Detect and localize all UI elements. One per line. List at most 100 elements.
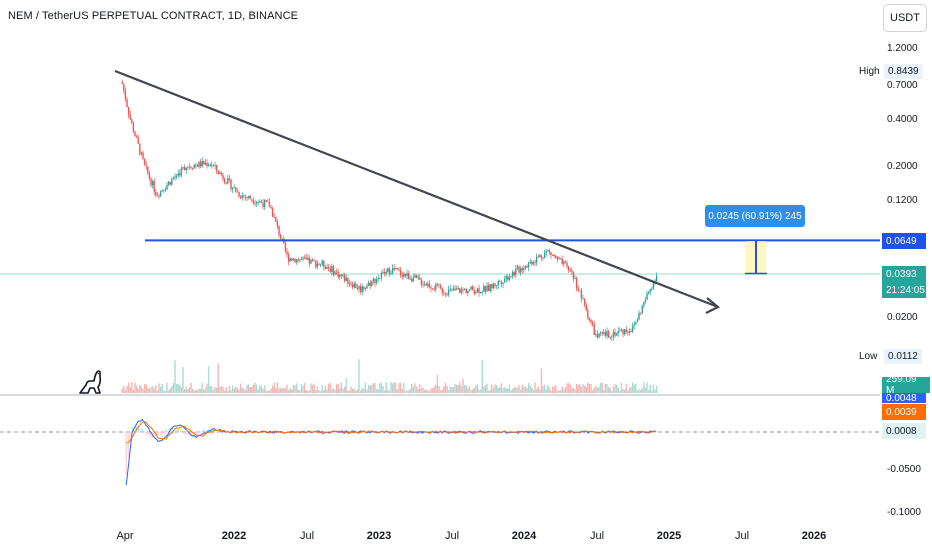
volume-bar [153, 388, 155, 393]
candle-body [441, 287, 443, 293]
candle-body [443, 292, 445, 294]
candle-body [334, 271, 336, 275]
candle-body [457, 288, 459, 290]
volume-bar [383, 390, 386, 393]
candle-body [383, 272, 386, 274]
candle-body [183, 167, 186, 170]
volume-bar [358, 359, 360, 393]
volume-bar [355, 390, 357, 393]
volume-bar [199, 388, 202, 393]
candle-body [247, 196, 250, 198]
candle-body [369, 282, 371, 287]
candle-body [623, 329, 626, 335]
volume-bar [299, 390, 301, 393]
candle-body [310, 259, 312, 264]
volume-bar [463, 384, 466, 393]
candle-body [326, 267, 328, 269]
candle-body [454, 288, 456, 291]
volume-bar [137, 388, 139, 393]
candle-body [580, 290, 583, 299]
volume-bar [391, 383, 394, 393]
candle-body [575, 278, 578, 289]
volume-bar [591, 390, 594, 393]
histogram-bar [223, 432, 225, 433]
volume-bar [631, 382, 634, 393]
volume-bar [547, 384, 549, 393]
candle-body [305, 257, 307, 260]
candle-body [382, 272, 384, 273]
candle-body [435, 284, 437, 290]
histogram-bar [199, 432, 201, 433]
candle-body [139, 143, 141, 155]
candle-body [375, 279, 378, 284]
volume-bar [483, 386, 485, 393]
volume-bar [452, 386, 455, 393]
currency-button[interactable]: USDT [883, 4, 927, 32]
volume-bar [155, 385, 157, 393]
volume-bar [327, 383, 330, 393]
candle-body [308, 257, 311, 264]
candle-body [351, 284, 354, 288]
volume-bar [143, 384, 146, 393]
candle-body [655, 275, 658, 281]
candle-body [431, 288, 434, 290]
volume-bar [479, 389, 482, 393]
candle-body [276, 221, 279, 226]
volume-bar [371, 384, 373, 393]
measure-label[interactable]: 0.0245 (60.91%) 245 [705, 205, 805, 227]
level-tag: 0.0649 [882, 233, 926, 249]
candle-body [476, 288, 479, 292]
candle-body [510, 276, 512, 278]
candle-body [596, 334, 599, 338]
histogram-bar [137, 426, 139, 433]
candle-body [142, 152, 144, 159]
histogram-bar [503, 431, 505, 433]
candle-body [532, 262, 535, 265]
volume-bar [587, 382, 589, 393]
volume-bar [324, 385, 327, 393]
candle-body [131, 119, 133, 124]
candle-body [473, 290, 475, 294]
candle-body [607, 331, 610, 338]
candle-body [236, 191, 239, 193]
candle-body [350, 283, 352, 285]
histogram-bar [177, 429, 179, 433]
candle-body [233, 187, 235, 189]
volume-bar [425, 389, 427, 393]
candle-body [535, 256, 538, 263]
volume-bar [428, 390, 431, 393]
candle-body [187, 166, 189, 168]
volume-bar [139, 384, 141, 393]
volume-bar [473, 387, 475, 393]
volume-bar [446, 385, 448, 393]
candle-body [475, 291, 477, 294]
volume-bar [196, 389, 199, 393]
volume-bar [323, 390, 325, 393]
drawings[interactable] [114, 69, 880, 314]
volume-bar [369, 385, 371, 393]
volume-bar [567, 382, 570, 393]
volume-bar [518, 384, 520, 393]
volume-bar [510, 389, 512, 393]
candle-body [403, 273, 405, 277]
volume-bar [500, 383, 503, 393]
histogram-bar [163, 431, 165, 433]
candle-body [446, 294, 448, 296]
volume-bar [158, 383, 160, 393]
price-tick: 0.1200 [887, 195, 918, 206]
volume-bar [423, 389, 426, 393]
candle-body [503, 279, 506, 283]
candle-body [524, 265, 527, 269]
histogram-bar [147, 432, 149, 435]
candle-body [611, 336, 613, 338]
candle-body [215, 164, 218, 171]
candle-body [617, 331, 619, 334]
candle-body [243, 195, 245, 197]
histogram-bar [601, 431, 603, 433]
candle-body [539, 255, 541, 258]
candle-body [251, 199, 253, 201]
volume-bar [574, 389, 576, 393]
candle-body [390, 272, 392, 275]
candle-body [427, 283, 429, 286]
